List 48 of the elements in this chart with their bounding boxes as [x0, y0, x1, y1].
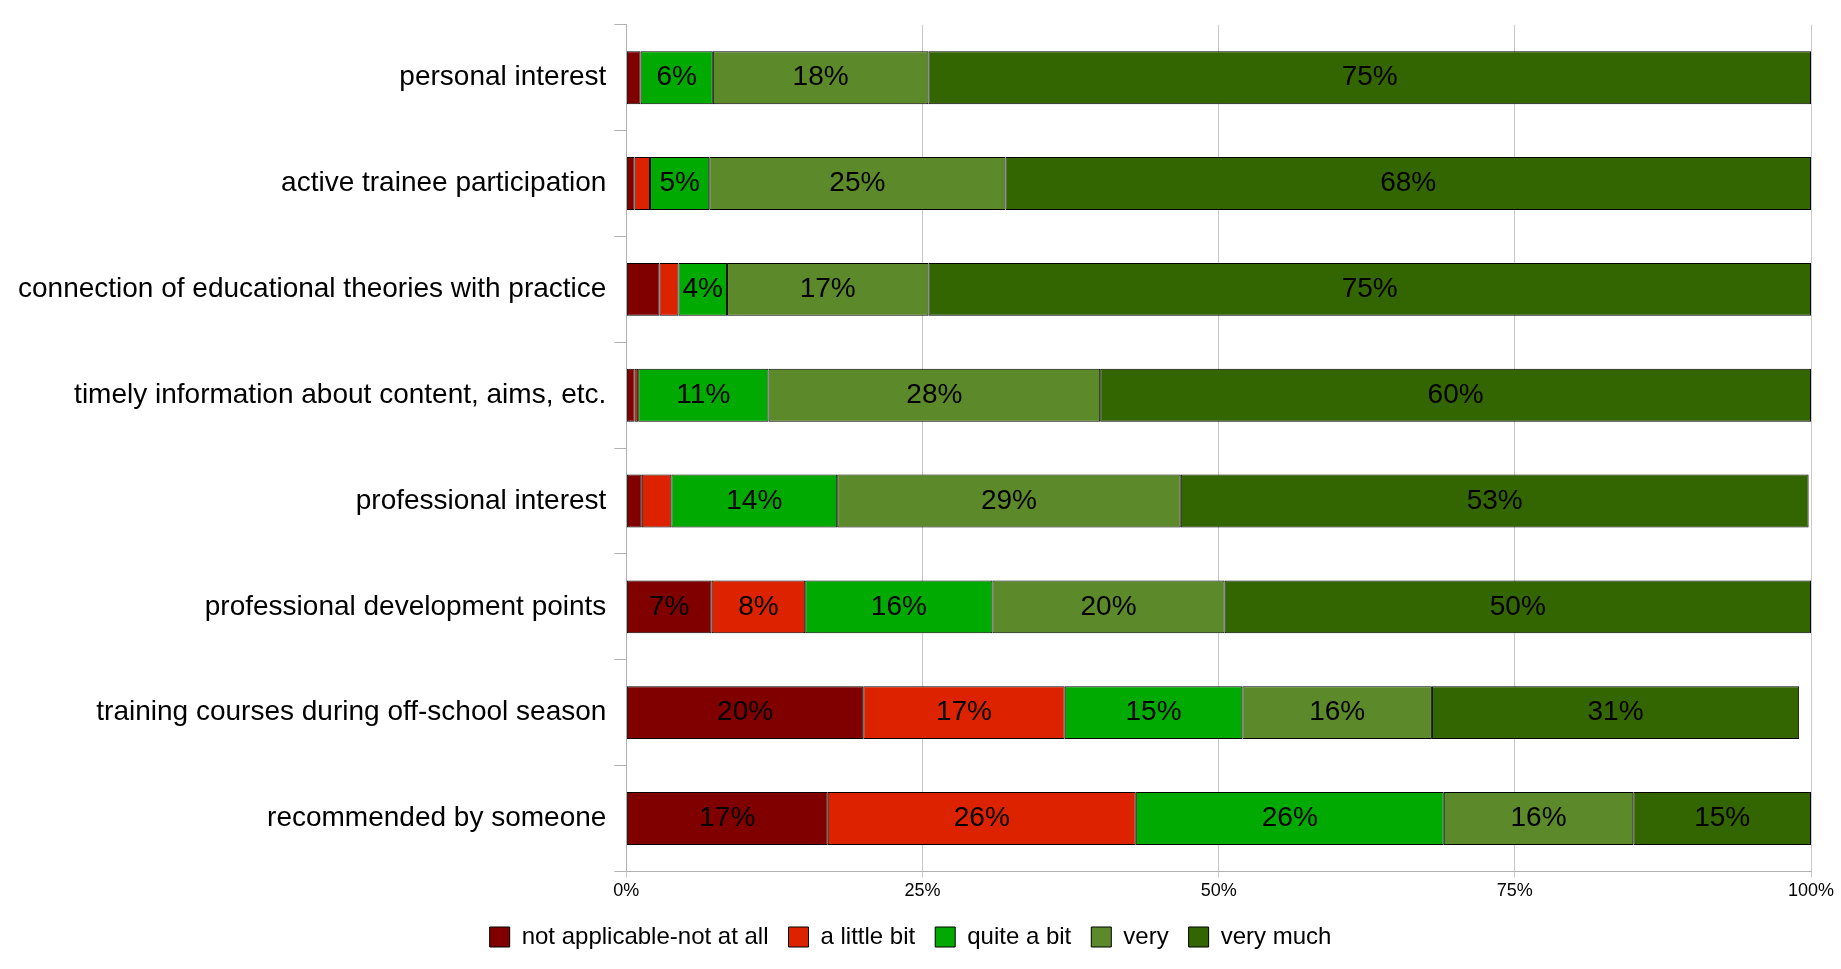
data-label: 60% [1427, 377, 1484, 409]
data-label: 31% [1587, 695, 1644, 727]
data-label: 17% [699, 801, 756, 833]
y-tick-label: timely information about content, aims, etc. [74, 377, 607, 409]
data-label: 7% [649, 589, 690, 621]
data-label: 26% [953, 801, 1010, 833]
data-label: 11% [676, 377, 731, 409]
data-label: 17% [799, 272, 856, 304]
data-label: 26% [1261, 801, 1318, 833]
y-tick-label: training courses during off-school season [96, 695, 607, 727]
x-tick-label: 25% [904, 880, 941, 901]
y-tick-label: connection of educational theories with practice [18, 272, 607, 304]
x-tick-label: 50% [1200, 880, 1237, 901]
data-label: 25% [829, 166, 886, 198]
data-label: 18% [792, 60, 849, 92]
y-tick-label: recommended by someone [267, 801, 607, 833]
data-label: 16% [1510, 801, 1567, 833]
legend-label: quite a bit [967, 921, 1072, 949]
data-label: 8% [738, 589, 779, 621]
data-label: 16% [870, 589, 927, 621]
legend-label: a little bit [820, 921, 916, 949]
x-tick-label: 0% [613, 880, 640, 901]
data-label: 20% [1080, 589, 1137, 621]
data-label: 75% [1341, 272, 1398, 304]
data-label: 50% [1489, 589, 1546, 621]
y-tick-label: professional development points [204, 589, 607, 621]
data-label: 15% [1694, 801, 1751, 833]
legend-label: very much [1220, 921, 1332, 949]
y-tick-label: active trainee participation [281, 166, 607, 198]
data-label: 6% [656, 60, 697, 92]
y-tick-label: professional interest [355, 483, 607, 515]
data-label: 20% [717, 695, 774, 727]
legend-label: very [1123, 921, 1169, 949]
legend-label: not applicable-not at all [521, 921, 769, 949]
data-label: 5% [659, 166, 700, 198]
data-label: 4% [682, 272, 723, 304]
data-label: 75% [1341, 60, 1398, 92]
data-label: 14% [726, 483, 783, 515]
data-label: 16% [1309, 695, 1366, 727]
x-tick-label: 75% [1496, 880, 1533, 901]
x-tick-label: 100% [1787, 880, 1835, 901]
y-tick-label: personal interest [399, 60, 607, 92]
data-label: 68% [1380, 166, 1437, 198]
data-label: 53% [1466, 483, 1523, 515]
data-label: 28% [906, 377, 963, 409]
data-label: 15% [1125, 695, 1182, 727]
data-label: 17% [935, 695, 992, 727]
data-label: 29% [980, 483, 1038, 515]
